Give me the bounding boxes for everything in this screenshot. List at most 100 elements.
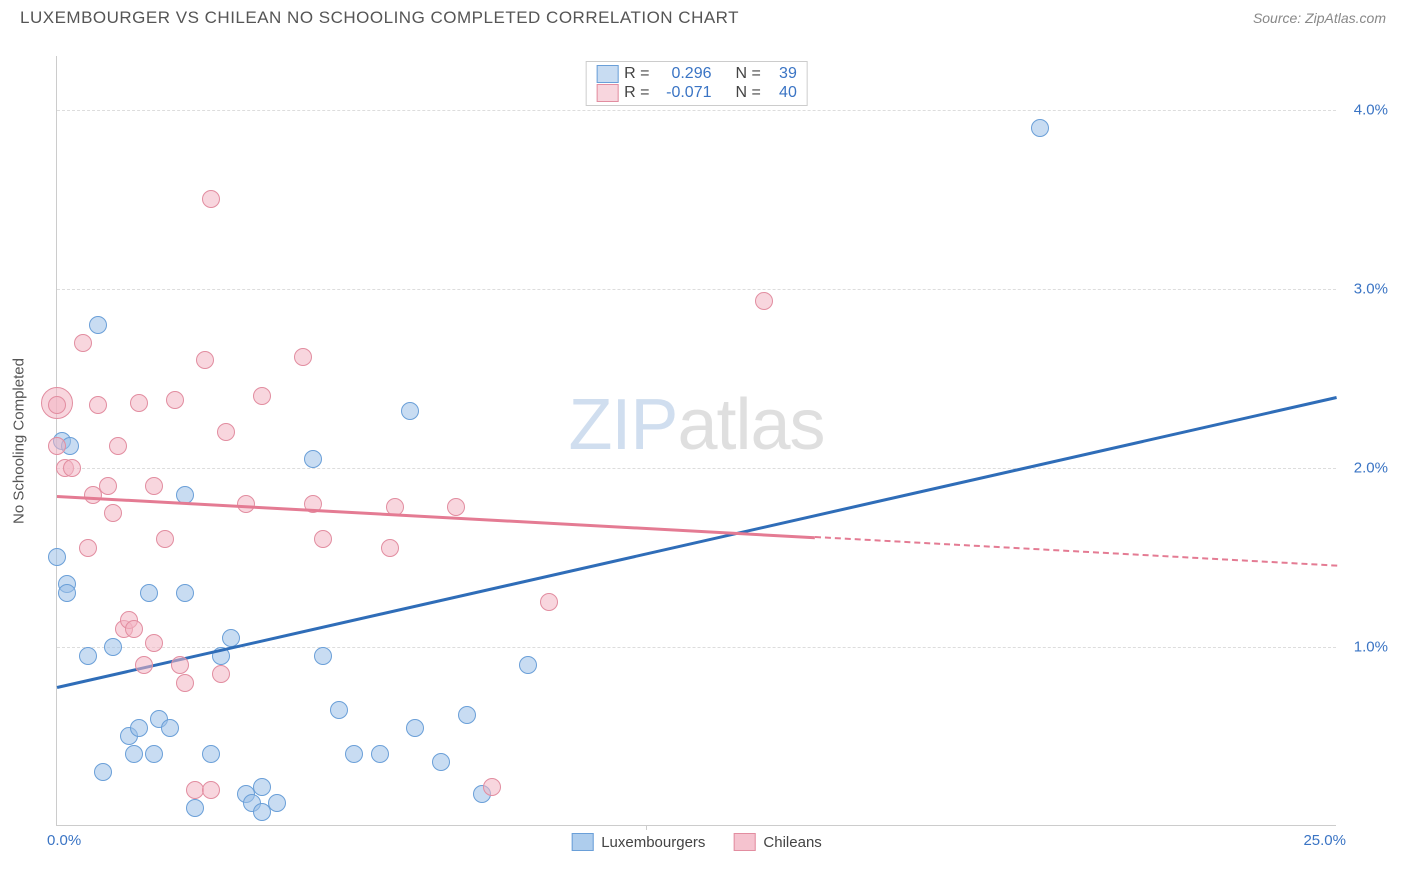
scatter-point — [268, 794, 286, 812]
legend-swatch — [571, 833, 593, 851]
scatter-point — [109, 437, 127, 455]
y-tick-label: 1.0% — [1354, 638, 1388, 655]
trend-line — [57, 396, 1338, 689]
scatter-point — [304, 450, 322, 468]
scatter-point — [294, 348, 312, 366]
y-tick-label: 3.0% — [1354, 280, 1388, 297]
scatter-point — [166, 391, 184, 409]
gridline — [57, 647, 1336, 648]
r-label: R = — [624, 65, 649, 83]
scatter-point — [99, 477, 117, 495]
watermark-zip: ZIP — [568, 385, 677, 465]
legend-item: Chileans — [733, 833, 821, 851]
scatter-point — [125, 620, 143, 638]
stats-row: R = -0.071 N = 40 — [596, 84, 797, 102]
scatter-point — [755, 292, 773, 310]
scatter-point — [202, 190, 220, 208]
scatter-point — [176, 584, 194, 602]
scatter-point — [135, 656, 153, 674]
scatter-point — [58, 584, 76, 602]
scatter-point — [432, 753, 450, 771]
scatter-point — [145, 634, 163, 652]
scatter-point — [212, 665, 230, 683]
scatter-point — [371, 745, 389, 763]
scatter-point — [176, 674, 194, 692]
scatter-point — [196, 351, 214, 369]
x-tick — [646, 825, 647, 830]
scatter-point — [202, 745, 220, 763]
gridline — [57, 468, 1336, 469]
scatter-point — [130, 394, 148, 412]
scatter-point — [237, 495, 255, 513]
scatter-point — [253, 778, 271, 796]
stats-row: R = 0.296 N = 39 — [596, 65, 797, 83]
scatter-point — [483, 778, 501, 796]
scatter-point — [381, 539, 399, 557]
scatter-point — [447, 498, 465, 516]
trend-line — [815, 536, 1337, 567]
x-tick-label: 25.0% — [1303, 832, 1346, 849]
scatter-point — [63, 459, 81, 477]
scatter-point — [104, 638, 122, 656]
y-axis-label: No Schooling Completed — [11, 358, 28, 524]
scatter-point — [48, 396, 66, 414]
scatter-point — [145, 477, 163, 495]
scatter-point — [79, 647, 97, 665]
scatter-point — [314, 530, 332, 548]
scatter-point — [74, 334, 92, 352]
scatter-point — [202, 781, 220, 799]
y-tick-label: 2.0% — [1354, 459, 1388, 476]
scatter-point — [540, 593, 558, 611]
gridline — [57, 289, 1336, 290]
scatter-point — [253, 387, 271, 405]
gridline — [57, 110, 1336, 111]
n-label: N = — [736, 84, 761, 102]
scatter-point — [104, 504, 122, 522]
stats-legend: R = 0.296 N = 39 R = -0.071 N = 40 — [585, 61, 808, 106]
scatter-point — [140, 584, 158, 602]
scatter-point — [1031, 119, 1049, 137]
scatter-point — [79, 539, 97, 557]
chart-title: LUXEMBOURGER VS CHILEAN NO SCHOOLING COM… — [20, 8, 739, 28]
header: LUXEMBOURGER VS CHILEAN NO SCHOOLING COM… — [0, 0, 1406, 32]
scatter-point — [217, 423, 235, 441]
series-legend: Luxembourgers Chileans — [571, 833, 822, 851]
scatter-point — [401, 402, 419, 420]
legend-label: Chileans — [763, 834, 821, 851]
watermark: ZIPatlas — [568, 384, 824, 466]
legend-swatch — [733, 833, 755, 851]
y-tick-label: 4.0% — [1354, 101, 1388, 118]
scatter-point — [89, 316, 107, 334]
scatter-point — [48, 548, 66, 566]
scatter-point — [94, 763, 112, 781]
correlation-chart: No Schooling Completed ZIPatlas 1.0%2.0%… — [56, 56, 1336, 826]
scatter-point — [330, 701, 348, 719]
r-value: -0.071 — [656, 84, 712, 102]
r-label: R = — [624, 84, 649, 102]
legend-swatch — [596, 65, 618, 83]
n-value: 40 — [767, 84, 797, 102]
x-tick-label: 0.0% — [47, 832, 81, 849]
scatter-point — [89, 396, 107, 414]
scatter-point — [171, 656, 189, 674]
n-label: N = — [736, 65, 761, 83]
scatter-point — [145, 745, 163, 763]
scatter-point — [314, 647, 332, 665]
legend-swatch — [596, 84, 618, 102]
n-value: 39 — [767, 65, 797, 83]
watermark-atlas: atlas — [677, 385, 824, 465]
scatter-point — [186, 799, 204, 817]
scatter-point — [406, 719, 424, 737]
legend-label: Luxembourgers — [601, 834, 705, 851]
scatter-point — [48, 437, 66, 455]
legend-item: Luxembourgers — [571, 833, 705, 851]
trend-line — [57, 495, 815, 539]
source-label: Source: ZipAtlas.com — [1253, 10, 1386, 26]
r-value: 0.296 — [656, 65, 712, 83]
scatter-point — [130, 719, 148, 737]
scatter-point — [519, 656, 537, 674]
scatter-point — [125, 745, 143, 763]
scatter-point — [161, 719, 179, 737]
scatter-point — [345, 745, 363, 763]
scatter-point — [156, 530, 174, 548]
